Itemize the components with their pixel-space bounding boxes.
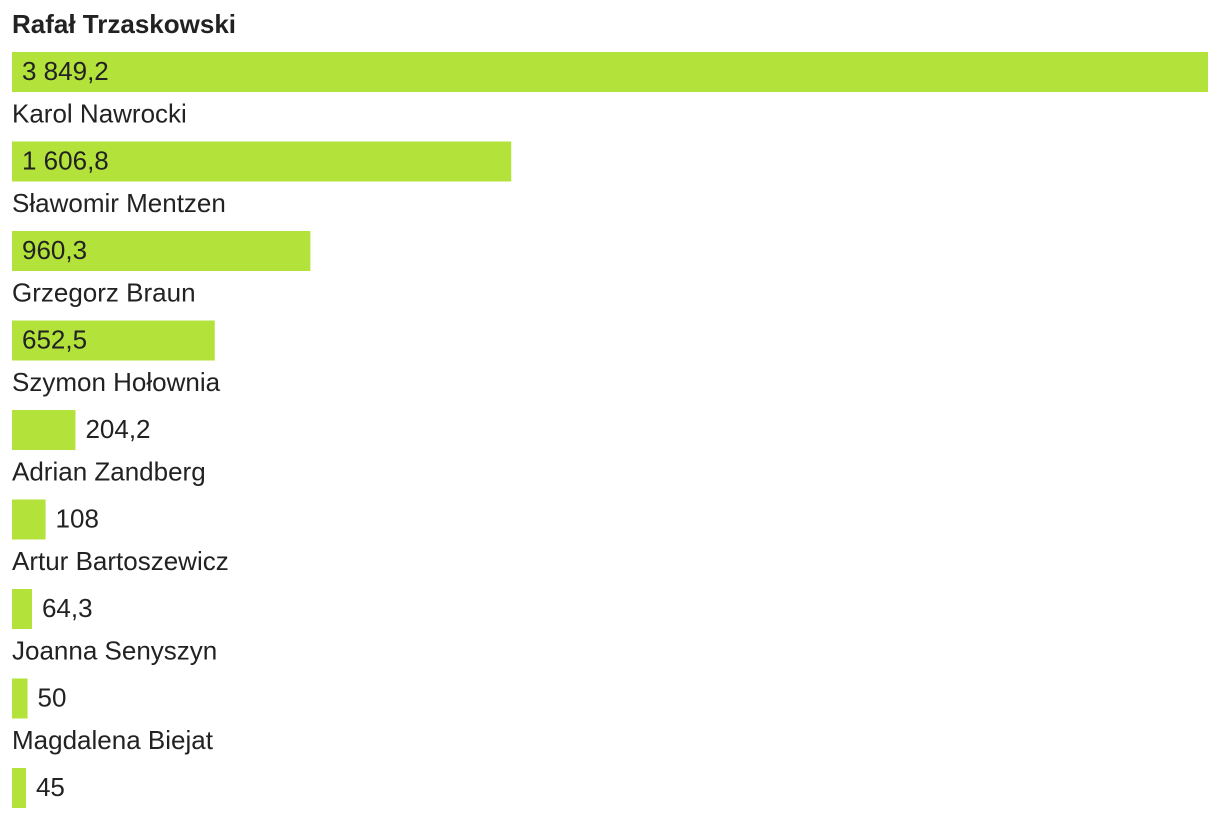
value-label: 960,3 xyxy=(22,235,87,265)
category-label: Rafał Trzaskowski xyxy=(12,9,236,39)
category-label: Adrian Zandberg xyxy=(12,456,206,486)
value-label: 108 xyxy=(56,503,99,533)
value-label: 64,3 xyxy=(42,593,93,623)
value-label: 1 606,8 xyxy=(22,145,109,175)
bar xyxy=(12,768,26,808)
category-label: Magdalena Biejat xyxy=(12,725,214,755)
bar xyxy=(12,589,32,629)
bar xyxy=(12,678,28,719)
bar xyxy=(12,231,311,271)
bar xyxy=(12,52,1208,92)
value-label: 50 xyxy=(38,682,67,712)
category-label: Joanna Senyszyn xyxy=(12,635,217,665)
value-label: 204,2 xyxy=(85,414,150,444)
category-label: Sławomir Mentzen xyxy=(12,188,226,218)
value-label: 45 xyxy=(36,772,65,802)
category-label: Karol Nawrocki xyxy=(12,98,187,128)
bar xyxy=(12,141,512,182)
bar xyxy=(12,410,76,450)
bar xyxy=(12,499,46,540)
category-label: Grzegorz Braun xyxy=(12,277,196,307)
bar xyxy=(12,320,215,361)
value-label: 3 849,2 xyxy=(22,56,109,86)
category-label: Artur Bartoszewicz xyxy=(12,546,229,576)
value-label: 652,5 xyxy=(22,324,87,354)
category-label: Szymon Hołownia xyxy=(12,367,221,397)
